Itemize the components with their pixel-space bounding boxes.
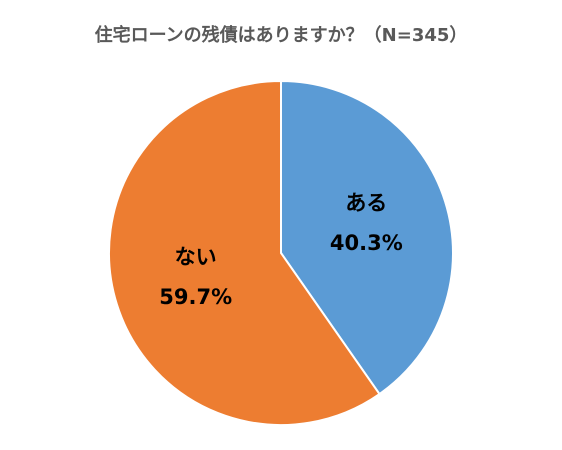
pie-slice xyxy=(108,79,381,426)
slice-category-label: ある xyxy=(345,191,387,215)
slice-category-label: ない xyxy=(175,245,217,269)
slice-value-label: 59.7% xyxy=(159,285,232,309)
chart-title: 住宅ローンの残債はありますか？（N=345） xyxy=(95,24,468,46)
slice-value-label: 40.3% xyxy=(330,231,403,255)
pie-slice xyxy=(280,79,454,396)
